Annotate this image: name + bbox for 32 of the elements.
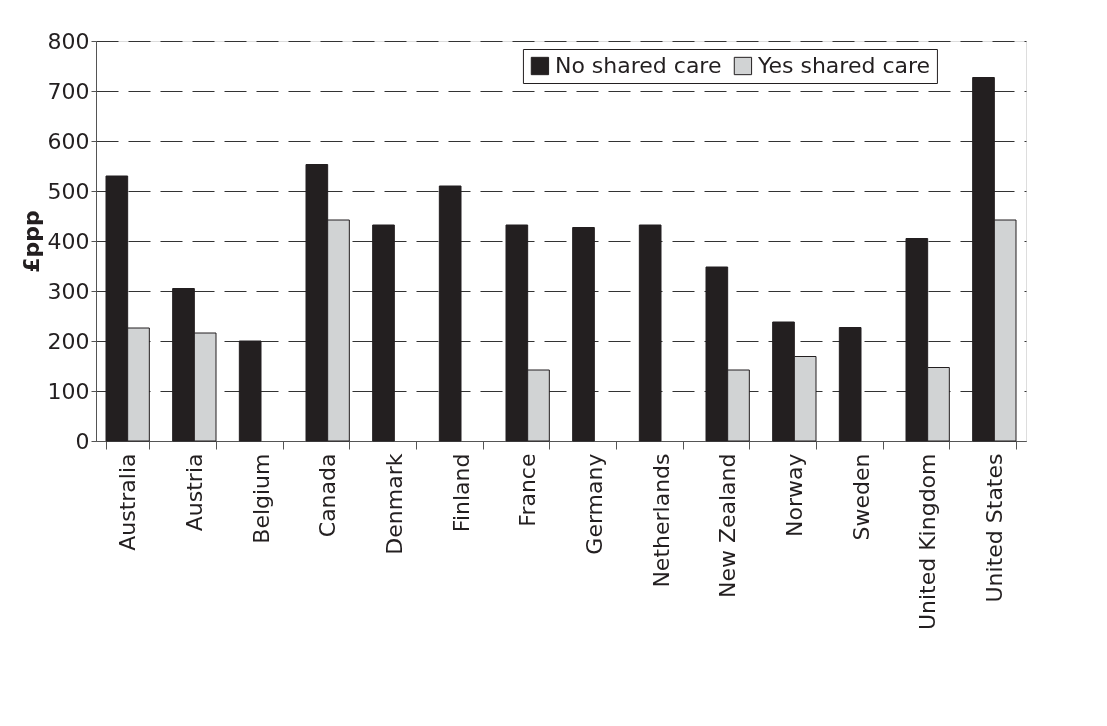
x-tick-label: Sweden <box>848 453 874 541</box>
x-tick-label: France <box>515 453 541 527</box>
x-tick-label: Denmark <box>381 453 407 555</box>
bar <box>372 224 395 442</box>
bar <box>838 327 862 442</box>
y-tick-label: 700 <box>47 78 90 104</box>
x-tick-label: Canada <box>315 453 341 538</box>
y-tick-label: 800 <box>47 28 90 54</box>
legend-label: Yes shared care <box>756 53 931 78</box>
y-tick-label: 600 <box>47 128 90 154</box>
bar <box>638 224 662 442</box>
x-tick-label: Belgium <box>248 453 274 544</box>
x-tick-label: United Kingdom <box>915 453 941 631</box>
bar <box>572 227 595 442</box>
y-tick-label: 200 <box>47 328 90 354</box>
y-tick-label: 500 <box>47 178 90 204</box>
y-tick-label: 300 <box>47 278 90 304</box>
y-axis-title: £ppp <box>18 210 44 273</box>
x-tick-label: New Zealand <box>715 453 741 599</box>
y-tick-label: 0 <box>75 428 90 454</box>
y-tick-label: 400 <box>47 228 90 254</box>
bar <box>438 185 462 442</box>
x-tick-label: Norway <box>781 453 807 537</box>
x-tick-label: Germany <box>581 453 607 555</box>
y-tick-label: 100 <box>47 378 90 404</box>
x-tick-label: Australia <box>115 453 141 551</box>
x-tick-label: Austria <box>181 453 207 532</box>
x-tick-label: Finland <box>448 453 474 533</box>
x-tick-label: Netherlands <box>648 453 674 588</box>
x-tick-label: United States <box>981 453 1007 603</box>
bar <box>238 340 262 442</box>
legend-label: No shared care <box>554 53 722 78</box>
